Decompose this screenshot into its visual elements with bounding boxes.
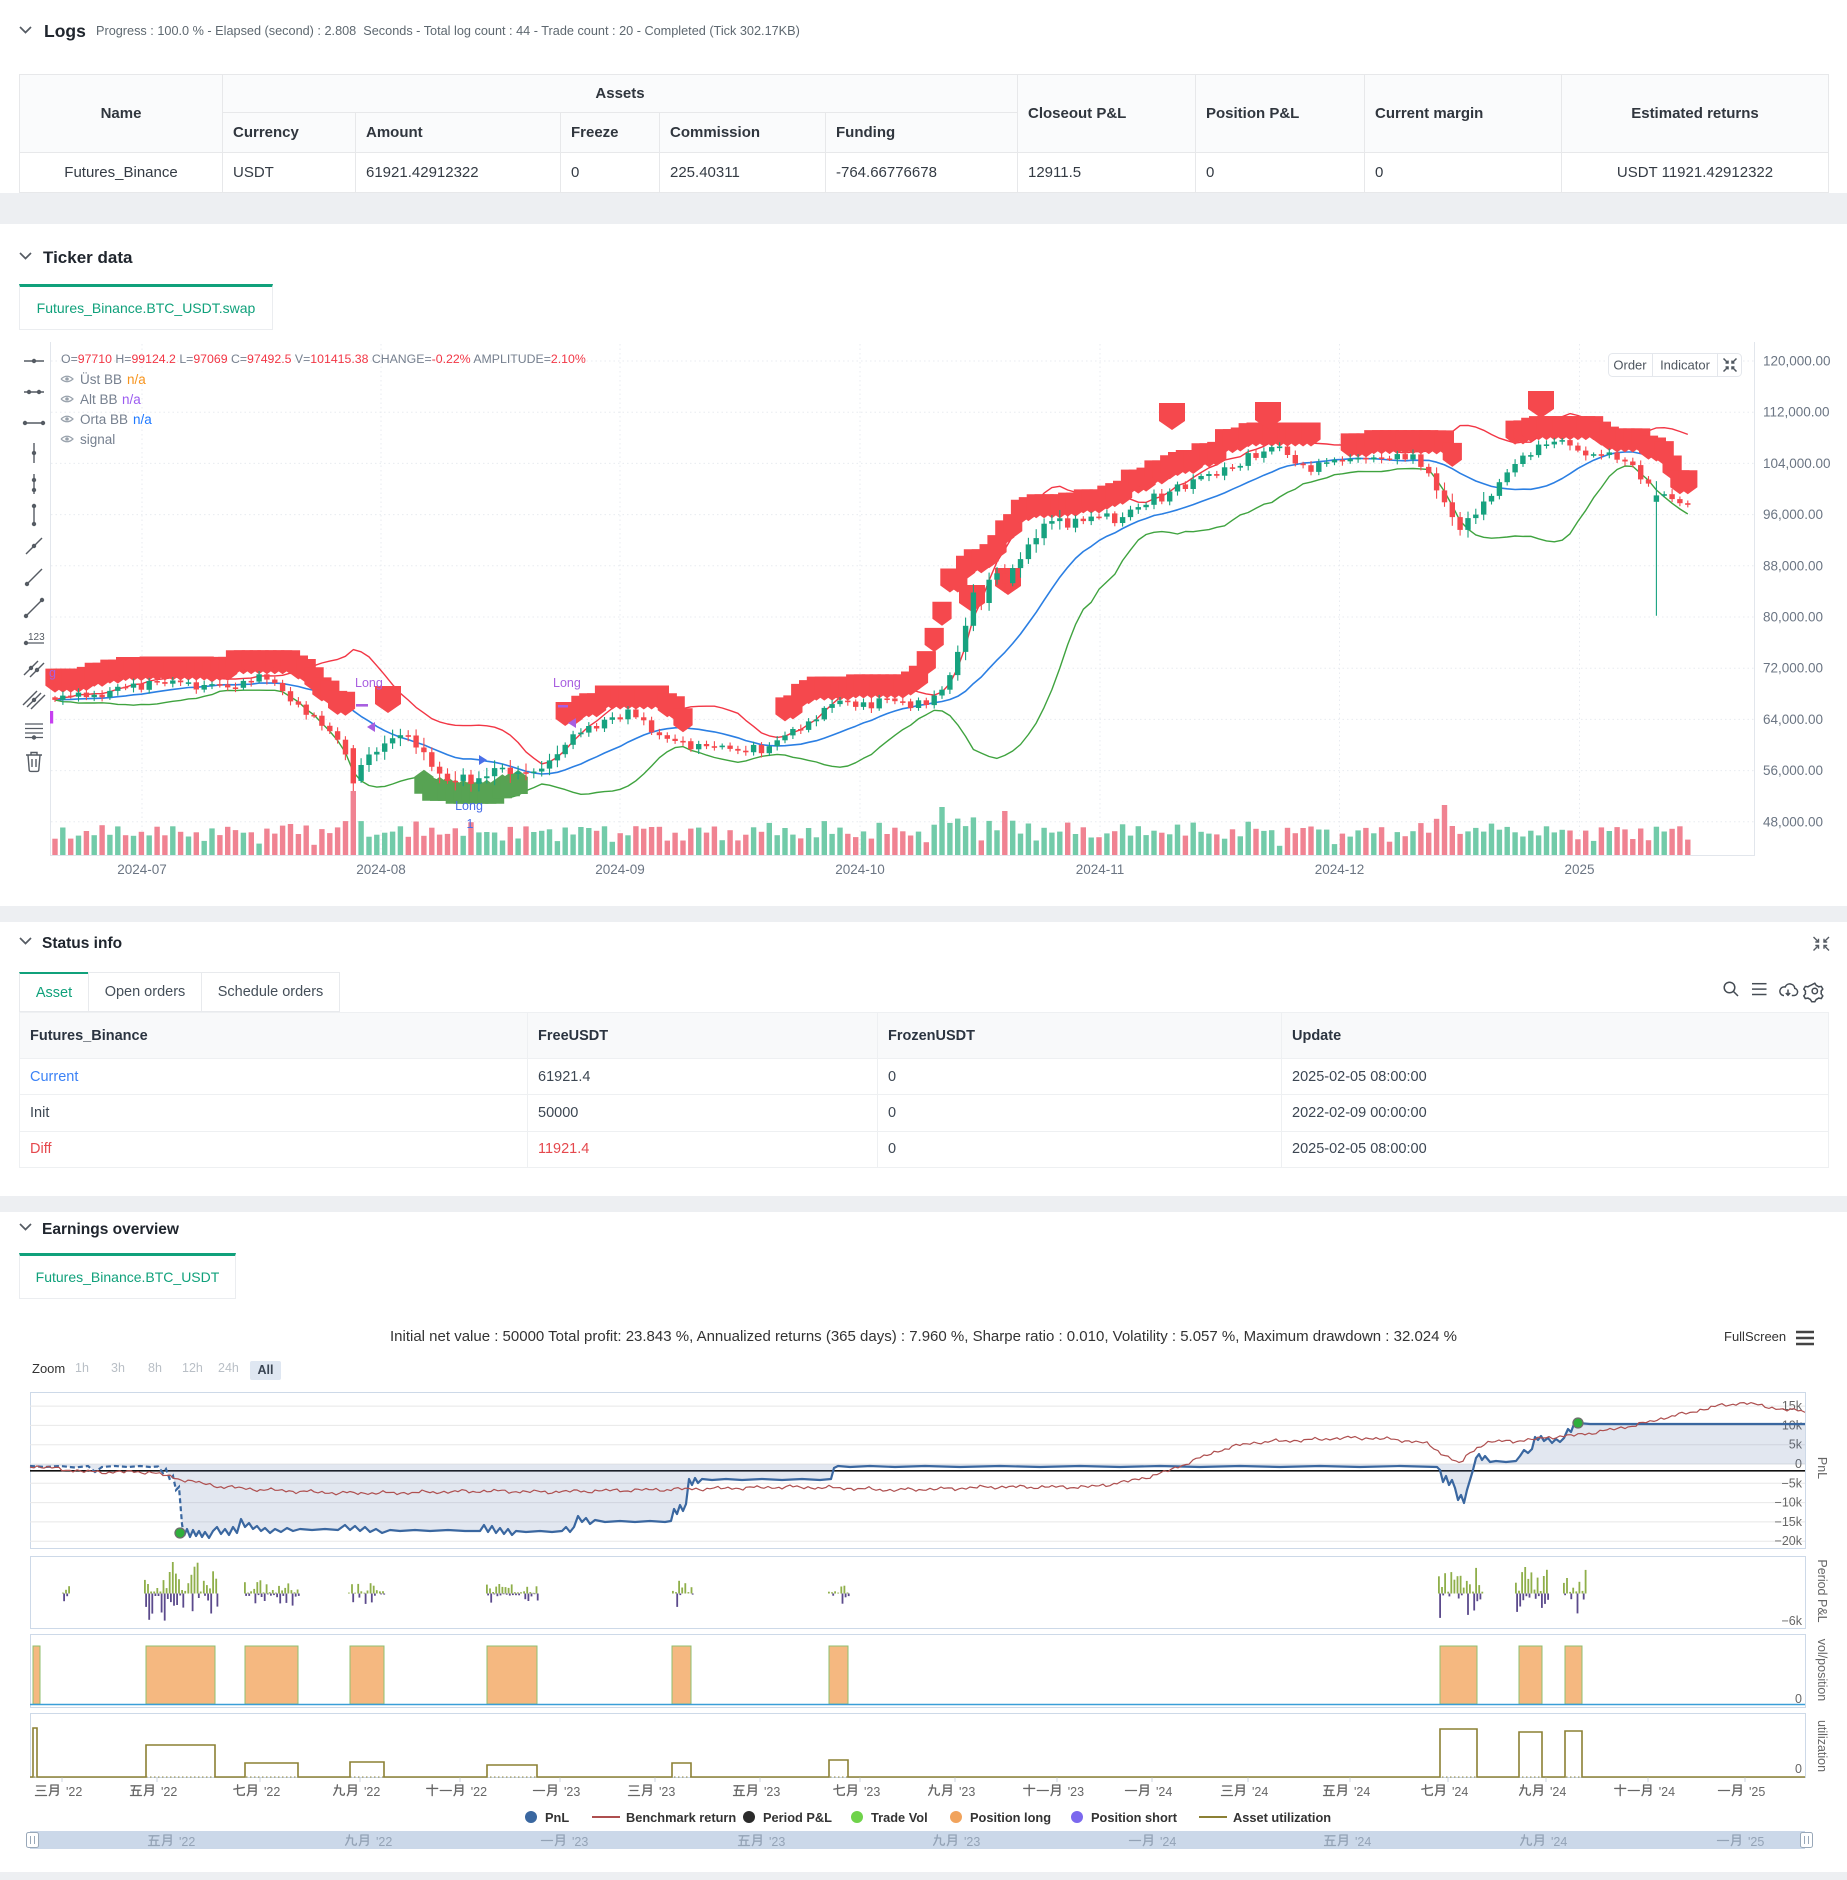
- svg-text:'23: '23: [572, 1835, 588, 1849]
- svg-text:n/a: n/a: [122, 392, 141, 407]
- svg-text:2025: 2025: [1564, 862, 1594, 877]
- svg-text:Asset utilization: Asset utilization: [1233, 1810, 1331, 1825]
- svg-text:Position long: Position long: [970, 1810, 1051, 1825]
- svg-text:'24: '24: [1156, 1785, 1172, 1799]
- svg-text:120,000.00: 120,000.00: [1763, 354, 1831, 369]
- svg-text:−20k: −20k: [1775, 1534, 1803, 1548]
- svg-text:'24: '24: [1551, 1835, 1567, 1849]
- svg-text:'22: '22: [179, 1835, 195, 1849]
- svg-text:'23: '23: [659, 1785, 675, 1799]
- svg-text:Period P&L: Period P&L: [1815, 1559, 1829, 1622]
- svg-text:'23: '23: [1068, 1785, 1084, 1799]
- svg-text:'23: '23: [864, 1785, 880, 1799]
- svg-text:'23: '23: [959, 1785, 975, 1799]
- svg-text:'24: '24: [1252, 1785, 1268, 1799]
- svg-text:−6k: −6k: [1781, 1614, 1802, 1628]
- svg-text:2024-10: 2024-10: [835, 862, 885, 877]
- svg-text:n/a: n/a: [127, 372, 146, 387]
- svg-text:96,000.00: 96,000.00: [1763, 507, 1823, 522]
- svg-text:'25: '25: [1749, 1785, 1765, 1799]
- svg-text:2024-08: 2024-08: [356, 862, 406, 877]
- svg-text:10k: 10k: [1782, 1418, 1803, 1432]
- svg-text:'22: '22: [364, 1785, 380, 1799]
- svg-text:112,000.00: 112,000.00: [1763, 405, 1830, 420]
- svg-text:0: 0: [1795, 1762, 1802, 1776]
- svg-text:'24: '24: [1550, 1785, 1566, 1799]
- svg-text:'25: '25: [1748, 1835, 1764, 1849]
- svg-text:104,000.00: 104,000.00: [1763, 456, 1831, 471]
- svg-text:Period P&L: Period P&L: [763, 1810, 832, 1825]
- svg-text:Status info: Status info: [42, 935, 122, 952]
- svg-text:15k: 15k: [1782, 1399, 1803, 1413]
- svg-text:'24: '24: [1160, 1835, 1176, 1849]
- svg-text:'22: '22: [264, 1785, 280, 1799]
- svg-text:g: g: [49, 666, 56, 680]
- svg-text:123: 123: [28, 632, 45, 643]
- svg-text:'22: '22: [376, 1835, 392, 1849]
- svg-text:O=97710 H=99124.2 L=97069 C=97: O=97710 H=99124.2 L=97069 C=97492.5 V=10…: [61, 352, 586, 366]
- svg-text:Üst BB: Üst BB: [80, 372, 122, 387]
- svg-text:'23: '23: [564, 1785, 580, 1799]
- svg-text:'23: '23: [764, 1785, 780, 1799]
- svg-text:Long: Long: [455, 799, 483, 813]
- svg-text:2024-12: 2024-12: [1315, 862, 1365, 877]
- svg-text:PnL: PnL: [545, 1810, 569, 1825]
- svg-text:64,000.00: 64,000.00: [1763, 712, 1823, 727]
- svg-text:−5k: −5k: [1781, 1476, 1802, 1490]
- svg-text:'22: '22: [161, 1785, 177, 1799]
- svg-text:'24: '24: [1354, 1785, 1370, 1799]
- svg-text:48,000.00: 48,000.00: [1763, 814, 1823, 829]
- svg-text:PnL: PnL: [1815, 1457, 1829, 1479]
- svg-text:'24: '24: [1355, 1835, 1371, 1849]
- svg-text:signal: signal: [80, 432, 115, 447]
- svg-text:Long: Long: [355, 676, 383, 690]
- svg-text:1: 1: [467, 817, 474, 831]
- svg-text:Order: Order: [1613, 358, 1647, 373]
- svg-text:56,000.00: 56,000.00: [1763, 763, 1823, 778]
- svg-text:utilization: utilization: [1815, 1720, 1829, 1772]
- svg-text:'22: '22: [471, 1785, 487, 1799]
- svg-text:5k: 5k: [1789, 1438, 1803, 1452]
- svg-text:'23: '23: [769, 1835, 785, 1849]
- svg-text:Orta BB: Orta BB: [80, 412, 128, 427]
- svg-text:−15k: −15k: [1775, 1515, 1803, 1529]
- svg-text:vol/position: vol/position: [1815, 1639, 1829, 1702]
- svg-text:80,000.00: 80,000.00: [1763, 610, 1823, 625]
- svg-text:Position short: Position short: [1091, 1810, 1178, 1825]
- svg-text:0: 0: [1795, 1457, 1802, 1471]
- svg-text:Progress : 100.0 % - Elapsed (: Progress : 100.0 % - Elapsed (second) : …: [96, 24, 800, 38]
- svg-text:Earnings overview: Earnings overview: [42, 1221, 180, 1238]
- svg-text:'24: '24: [1659, 1785, 1675, 1799]
- svg-text:Long: Long: [553, 676, 581, 690]
- svg-text:Ticker data: Ticker data: [43, 248, 133, 267]
- svg-text:'22: '22: [66, 1785, 82, 1799]
- svg-text:2024-09: 2024-09: [595, 862, 645, 877]
- svg-text:n/a: n/a: [133, 412, 152, 427]
- svg-text:2024-07: 2024-07: [117, 862, 167, 877]
- svg-text:'24: '24: [1452, 1785, 1468, 1799]
- svg-text:88,000.00: 88,000.00: [1763, 558, 1823, 573]
- svg-text:2024-11: 2024-11: [1076, 862, 1125, 877]
- svg-text:0: 0: [1795, 1692, 1802, 1706]
- svg-text:72,000.00: 72,000.00: [1763, 661, 1823, 676]
- svg-text:Trade Vol: Trade Vol: [871, 1810, 928, 1825]
- svg-text:Indicator: Indicator: [1660, 358, 1711, 373]
- svg-text:Logs: Logs: [44, 21, 86, 41]
- svg-text:−10k: −10k: [1775, 1496, 1803, 1510]
- svg-text:Benchmark return: Benchmark return: [626, 1810, 736, 1825]
- svg-text:'23: '23: [964, 1835, 980, 1849]
- svg-text:Alt BB: Alt BB: [80, 392, 118, 407]
